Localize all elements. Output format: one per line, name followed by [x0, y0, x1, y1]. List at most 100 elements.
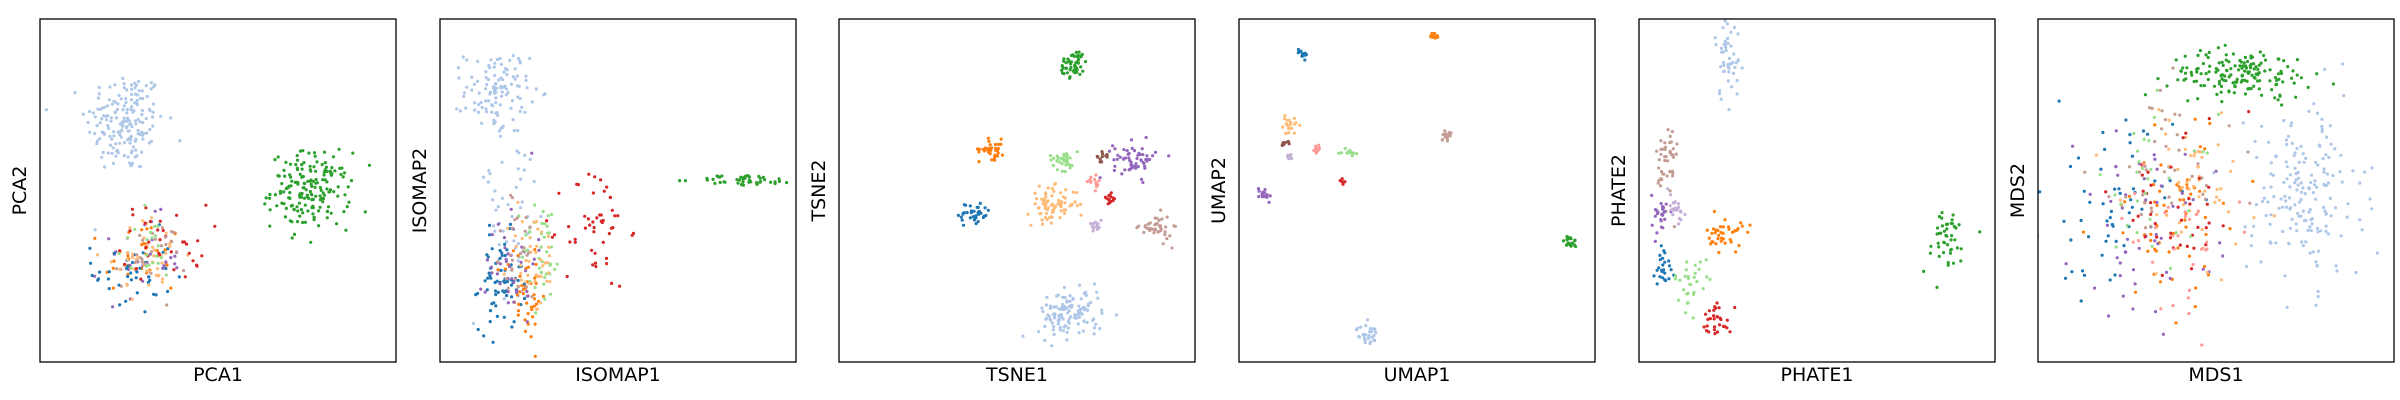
data-point: [2199, 84, 2203, 88]
data-point: [340, 166, 344, 170]
data-point: [2146, 132, 2150, 136]
data-point: [508, 253, 512, 257]
data-point: [496, 57, 500, 62]
data-point: [2162, 170, 2166, 174]
data-point: [1058, 191, 1063, 195]
data-point: [363, 210, 367, 214]
data-point: [95, 139, 99, 143]
data-point: [118, 249, 122, 253]
data-point: [1671, 174, 1675, 178]
data-point: [2155, 235, 2159, 239]
data-point: [2199, 72, 2203, 76]
data-point: [956, 213, 961, 217]
data-point: [130, 151, 134, 155]
data-point: [183, 275, 187, 279]
data-point: [485, 258, 489, 262]
data-point: [1730, 85, 1734, 89]
data-point: [2246, 59, 2250, 64]
data-point: [2108, 278, 2112, 282]
data-point: [1063, 170, 1067, 174]
data-point: [1132, 149, 1137, 153]
data-point: [2218, 241, 2222, 245]
data-point: [299, 208, 304, 212]
data-point: [491, 104, 495, 108]
data-point: [2309, 228, 2313, 233]
data-point: [1345, 151, 1349, 155]
data-point: [137, 79, 141, 84]
data-point: [1079, 213, 1083, 217]
data-point: [1068, 294, 1072, 298]
data-point: [2248, 64, 2252, 68]
data-point: [1103, 195, 1107, 199]
data-point: [510, 258, 515, 262]
data-point: [2316, 289, 2320, 293]
data-point: [1073, 64, 1077, 68]
data-point: [2205, 151, 2209, 155]
data-point: [1736, 58, 1740, 62]
data-point: [306, 209, 310, 213]
data-point: [2121, 294, 2125, 298]
data-point: [2195, 70, 2199, 74]
data-point: [1037, 206, 1041, 210]
data-point: [1141, 153, 1145, 157]
data-point: [494, 96, 498, 100]
data-point: [516, 285, 520, 289]
data-point: [492, 224, 496, 228]
data-point: [1062, 211, 1067, 215]
data-point: [548, 280, 552, 284]
data-point: [321, 178, 325, 182]
data-point: [177, 275, 181, 279]
data-point: [106, 114, 110, 118]
data-point: [528, 56, 532, 61]
data-point: [160, 277, 165, 281]
data-point: [156, 224, 160, 228]
data-point: [520, 236, 524, 241]
data-point: [528, 244, 532, 248]
data-point: [1721, 225, 1725, 229]
data-point: [286, 185, 290, 189]
data-point: [298, 149, 303, 153]
scatter-points: [455, 54, 789, 358]
data-point: [2235, 77, 2239, 81]
data-point: [535, 220, 539, 224]
data-point: [300, 163, 304, 167]
data-point: [1667, 259, 1671, 263]
data-point: [1717, 92, 1722, 96]
data-point: [154, 293, 158, 297]
data-point: [141, 238, 145, 242]
data-point: [1714, 242, 1718, 246]
data-point: [2284, 199, 2288, 203]
data-point: [341, 175, 345, 179]
data-point: [545, 279, 549, 283]
data-point: [1040, 218, 1044, 222]
data-point: [500, 94, 504, 98]
data-point: [2213, 200, 2217, 204]
data-point: [1059, 312, 1063, 317]
data-point: [2201, 62, 2205, 66]
data-point: [114, 142, 118, 146]
data-point: [518, 59, 522, 63]
data-point: [1048, 154, 1053, 158]
data-point: [1733, 25, 1737, 30]
data-point: [2114, 239, 2118, 243]
data-point: [2203, 215, 2207, 220]
data-point: [1077, 50, 1081, 54]
data-point: [485, 253, 489, 257]
data-point: [505, 73, 509, 77]
data-point: [2196, 225, 2200, 229]
data-point: [2269, 161, 2273, 165]
data-point: [972, 209, 976, 213]
data-point: [125, 126, 129, 130]
data-point: [532, 304, 536, 308]
data-point: [1657, 266, 1661, 270]
data-point: [164, 260, 168, 264]
data-point: [736, 181, 740, 185]
data-point: [2216, 112, 2221, 116]
data-point: [500, 160, 504, 164]
data-point: [2204, 184, 2209, 188]
data-point: [1074, 50, 1078, 54]
data-point: [2143, 191, 2148, 195]
data-point: [107, 270, 111, 274]
data-point: [1153, 216, 1157, 220]
data-point: [1726, 41, 1730, 45]
